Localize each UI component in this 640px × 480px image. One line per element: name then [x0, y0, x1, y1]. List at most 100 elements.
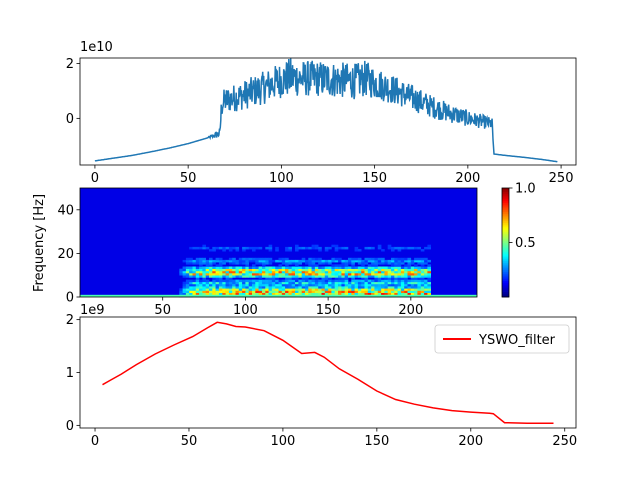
spectrogram-cell — [185, 275, 190, 278]
colorbar-segment — [502, 257, 509, 260]
spectrogram-cell — [351, 266, 355, 269]
spectrogram-cell — [357, 268, 362, 272]
spectrogram-cell — [394, 286, 398, 289]
spectrogram-cell — [374, 275, 378, 278]
spectrogram-cell — [268, 275, 273, 278]
spectrogram-cell — [414, 288, 418, 291]
spectrogram-cell — [291, 273, 296, 276]
spectrogram-cell — [248, 292, 253, 296]
colorbar-segment — [502, 195, 509, 198]
spectrogram-cell — [381, 249, 385, 252]
spectrogram-cell — [338, 279, 342, 283]
spectrogram-cell — [258, 275, 263, 278]
spectrogram-cell — [262, 262, 266, 265]
spectrogram-cell — [384, 290, 388, 293]
spectrogram-cell — [218, 246, 223, 250]
spectrogram-cell — [318, 266, 322, 269]
spectrogram-cell — [314, 270, 319, 274]
spectrogram-cell — [361, 288, 365, 291]
spectrogram-cell — [195, 275, 200, 278]
spectrogram-cell — [427, 268, 431, 272]
spectrogram-cell — [255, 283, 259, 287]
spectrogram-cell — [341, 283, 345, 287]
spectrogram-cell — [265, 266, 269, 269]
spectrogram-cell — [295, 270, 299, 274]
spectrogram-cell — [387, 279, 392, 283]
spectrogram-cell — [285, 264, 289, 267]
spectrogram-cell — [215, 246, 220, 250]
spectrogram-cell — [199, 288, 203, 291]
spectrogram-cell — [212, 266, 216, 269]
spectrogram-cell — [278, 268, 283, 272]
spectrogram-cell — [298, 288, 302, 291]
spectrogram-cell — [314, 286, 319, 289]
spectrogram-cell — [334, 292, 339, 296]
colorbar-segment — [502, 273, 509, 276]
spectrogram-cell — [351, 257, 355, 261]
spectrogram-cell — [252, 281, 256, 285]
spectrogram-cell — [182, 268, 187, 272]
spectrogram-cell — [420, 277, 425, 280]
spectrogram-cell — [371, 286, 375, 289]
spectrogram-cell — [341, 268, 345, 272]
spectrogram-cell — [285, 262, 289, 265]
spectrogram-cell — [414, 268, 418, 272]
spectrogram-cell — [185, 266, 190, 269]
spectrogram-cell — [209, 262, 213, 265]
spectrogram-cell — [218, 290, 223, 293]
spectrogram-cell — [328, 268, 332, 272]
spectrogram-cell — [255, 246, 259, 250]
colorbar-segment — [502, 202, 509, 205]
spectrogram-cell — [311, 281, 316, 285]
spectrogram-cell — [248, 281, 253, 285]
spectrogram-cell — [341, 266, 345, 269]
spectrogram-cell — [222, 259, 226, 263]
spectrogram-cell — [218, 264, 223, 267]
spectrogram-cell — [377, 273, 382, 276]
spectrogram-cell — [242, 288, 246, 291]
spectrogram-cell — [381, 273, 385, 276]
spectrogram-cell — [308, 246, 312, 250]
spectrogram-cell — [215, 266, 220, 269]
spectrogram-cell — [271, 270, 276, 274]
spectrogram-cell — [338, 290, 342, 293]
spectrogram-cell — [195, 288, 200, 291]
spectrogram-cell — [381, 281, 385, 285]
spectrogram-cell — [364, 286, 369, 289]
colorbar-segment — [502, 247, 509, 251]
colorbar-segment — [502, 224, 509, 227]
spectrogram-cell — [245, 264, 249, 267]
spectrogram-cell — [311, 279, 316, 283]
spectrogram-cell — [265, 292, 269, 296]
spectrogram-cell — [242, 257, 246, 261]
spectrogram-cell — [417, 266, 421, 269]
spectrogram-cell — [215, 292, 220, 296]
spectrogram-cell — [371, 266, 375, 269]
spectrogram-cell — [344, 279, 349, 283]
spectrogram-cell — [189, 270, 193, 274]
spectrogram-cell — [371, 262, 375, 265]
spectrogram-cell — [367, 292, 372, 296]
spectrogram-cell — [242, 273, 246, 276]
spectrogram-cell — [308, 273, 312, 276]
spectrogram-cell — [305, 266, 309, 269]
spectrogram-cell — [212, 281, 216, 285]
spectrogram-cell — [417, 281, 421, 285]
spectrogram-cell — [179, 290, 183, 293]
x-tick-label: 100 — [269, 171, 294, 186]
spectrogram-cell — [301, 277, 306, 280]
spectrogram-cell — [324, 279, 329, 283]
spectrogram-cell — [222, 288, 226, 291]
spectrogram-cell — [222, 262, 226, 265]
spectrogram-cell — [344, 290, 349, 293]
waveform-series-line — [94, 58, 558, 163]
spectrogram-cell — [209, 273, 213, 276]
spectrogram-cell — [371, 279, 375, 283]
spectrogram-cell — [351, 290, 355, 293]
spectrogram-cell — [328, 292, 332, 296]
spectrogram-cell — [357, 283, 362, 287]
spectrogram-cell — [301, 283, 306, 287]
spectrogram-cell — [258, 279, 263, 283]
spectrogram-cell — [314, 268, 319, 272]
spectrogram-cell — [295, 292, 299, 296]
